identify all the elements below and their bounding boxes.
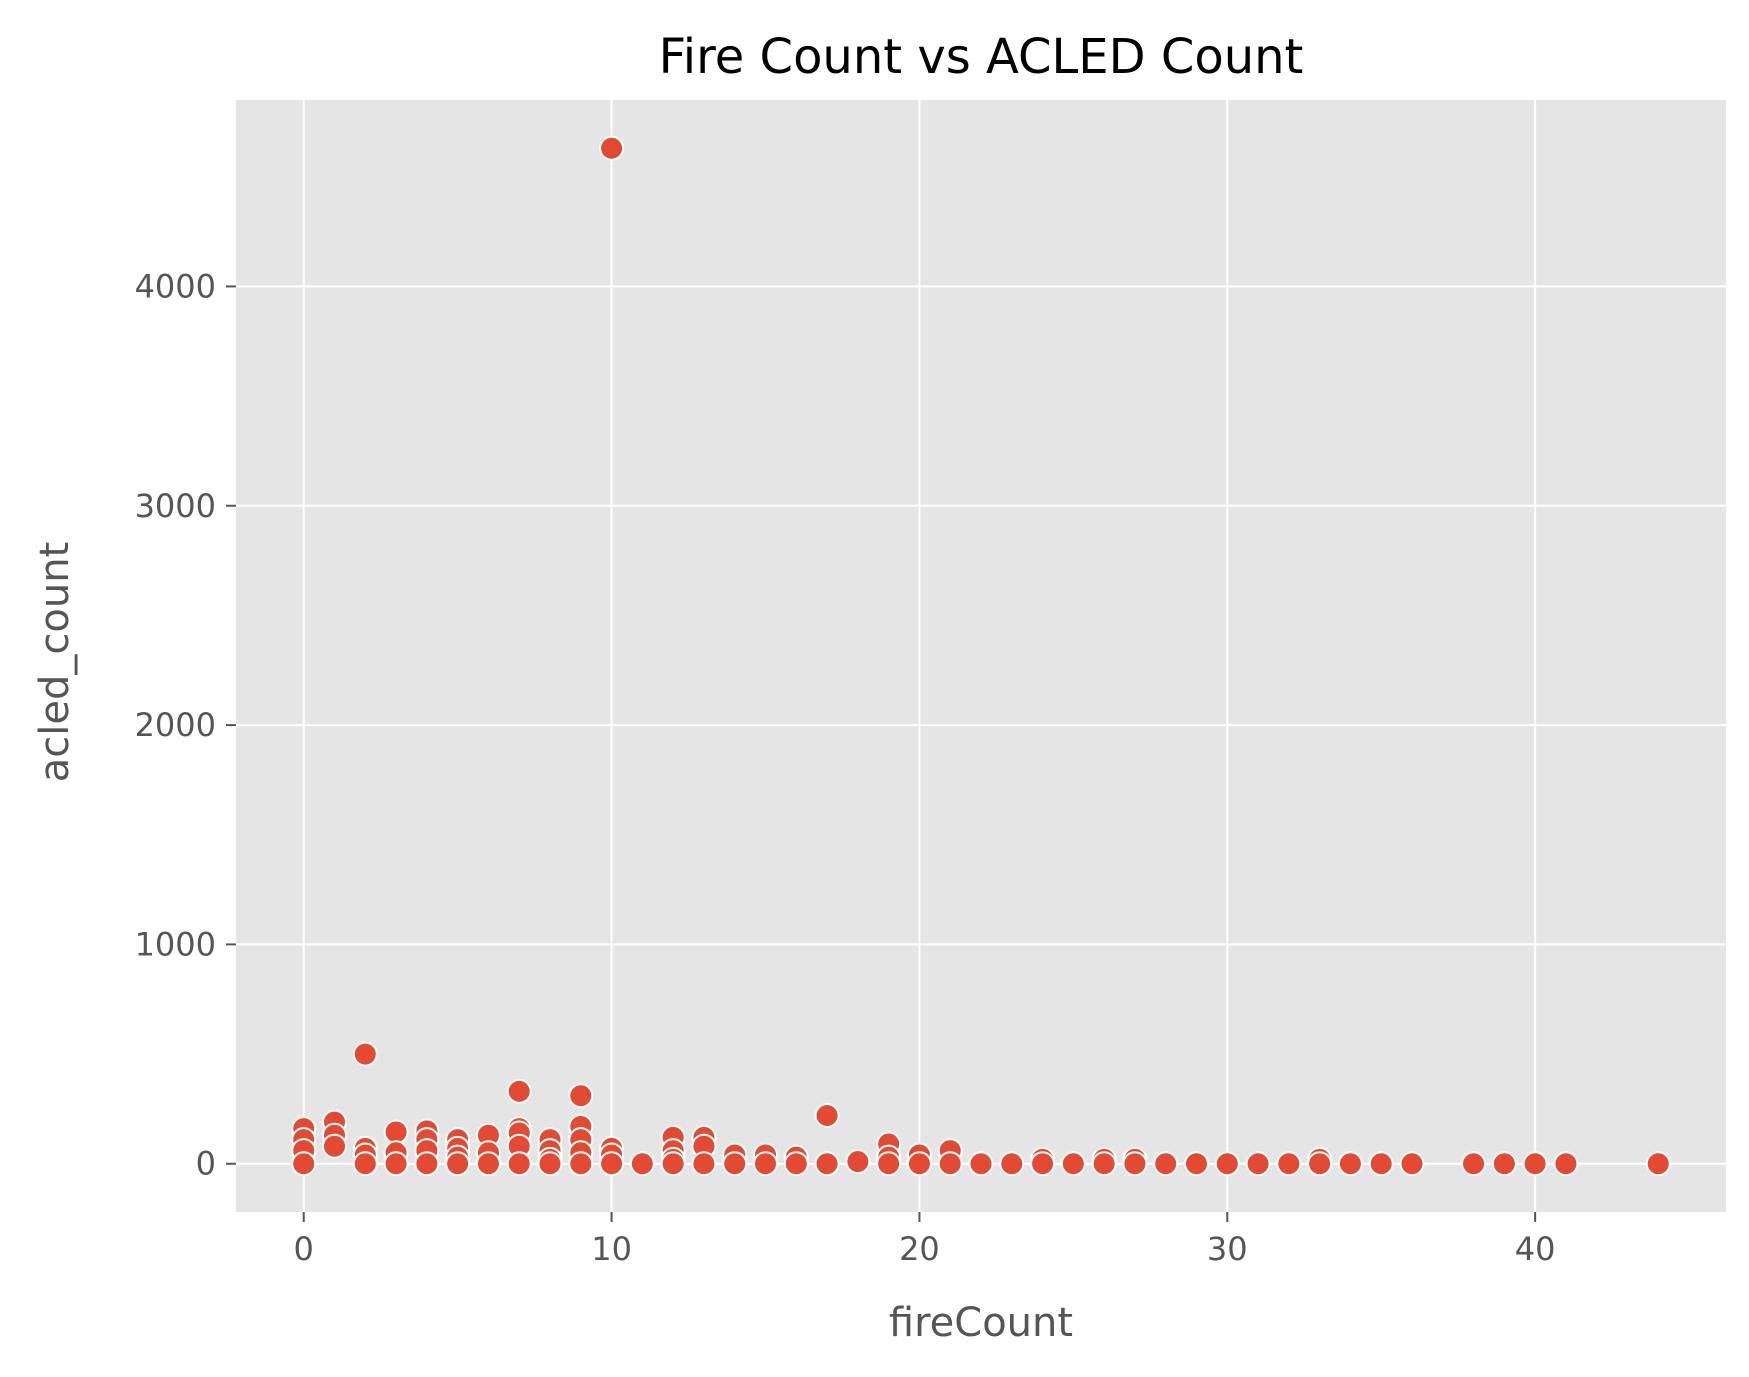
data-point [1060, 1151, 1086, 1177]
y-tick-label: 1000 [135, 925, 216, 963]
y-tick-label: 2000 [135, 706, 216, 744]
data-point [383, 1119, 409, 1145]
data-point [845, 1149, 871, 1175]
data-point [691, 1151, 717, 1177]
data-point [1553, 1151, 1579, 1177]
plot-background [236, 100, 1726, 1212]
data-point [876, 1151, 902, 1177]
data-point [814, 1102, 840, 1128]
data-point [1522, 1151, 1548, 1177]
data-point [1645, 1151, 1671, 1177]
data-point [1153, 1151, 1179, 1177]
data-point [1183, 1151, 1209, 1177]
data-point [1245, 1151, 1271, 1177]
data-point [1461, 1151, 1487, 1177]
data-point [322, 1133, 348, 1159]
data-point [968, 1151, 994, 1177]
data-point [1491, 1151, 1517, 1177]
axis-ticks: 0 10 20 30 40 0 1000 2000 3000 4000 [135, 267, 1556, 1268]
data-point [506, 1078, 532, 1104]
x-tick-label: 20 [899, 1230, 940, 1268]
y-axis-label: acled_count [32, 542, 78, 782]
x-tick-label: 0 [294, 1230, 314, 1268]
data-point [1368, 1151, 1394, 1177]
data-point [1276, 1151, 1302, 1177]
data-point [1030, 1151, 1056, 1177]
data-point [937, 1151, 963, 1177]
y-tick-label: 3000 [135, 487, 216, 525]
x-tick-label: 10 [591, 1230, 632, 1268]
data-point [783, 1151, 809, 1177]
data-point [1337, 1151, 1363, 1177]
data-point [906, 1151, 932, 1177]
data-point [1122, 1151, 1148, 1177]
data-point [629, 1151, 655, 1177]
data-point [1214, 1151, 1240, 1177]
data-point [1091, 1151, 1117, 1177]
data-point [999, 1151, 1025, 1177]
data-point [291, 1151, 317, 1177]
data-point [414, 1151, 440, 1177]
chart-title: Fire Count vs ACLED Count [659, 29, 1304, 85]
data-point [506, 1151, 532, 1177]
data-point [537, 1151, 563, 1177]
data-point [599, 1151, 625, 1177]
data-point [383, 1151, 409, 1177]
data-point [352, 1041, 378, 1067]
data-point [660, 1151, 686, 1177]
x-tick-label: 30 [1207, 1230, 1248, 1268]
data-point [568, 1083, 594, 1109]
x-axis-label: fireCount [889, 1300, 1073, 1346]
y-tick-label: 0 [196, 1145, 216, 1183]
data-points [291, 135, 1671, 1177]
data-point [568, 1151, 594, 1177]
data-point [475, 1151, 501, 1177]
data-point [814, 1151, 840, 1177]
data-point [753, 1151, 779, 1177]
data-point [722, 1151, 748, 1177]
data-point [599, 135, 625, 161]
x-tick-label: 40 [1515, 1230, 1556, 1268]
data-point [1307, 1151, 1333, 1177]
data-point [352, 1151, 378, 1177]
data-point [1399, 1151, 1425, 1177]
data-point [445, 1151, 471, 1177]
y-tick-label: 4000 [135, 267, 216, 305]
